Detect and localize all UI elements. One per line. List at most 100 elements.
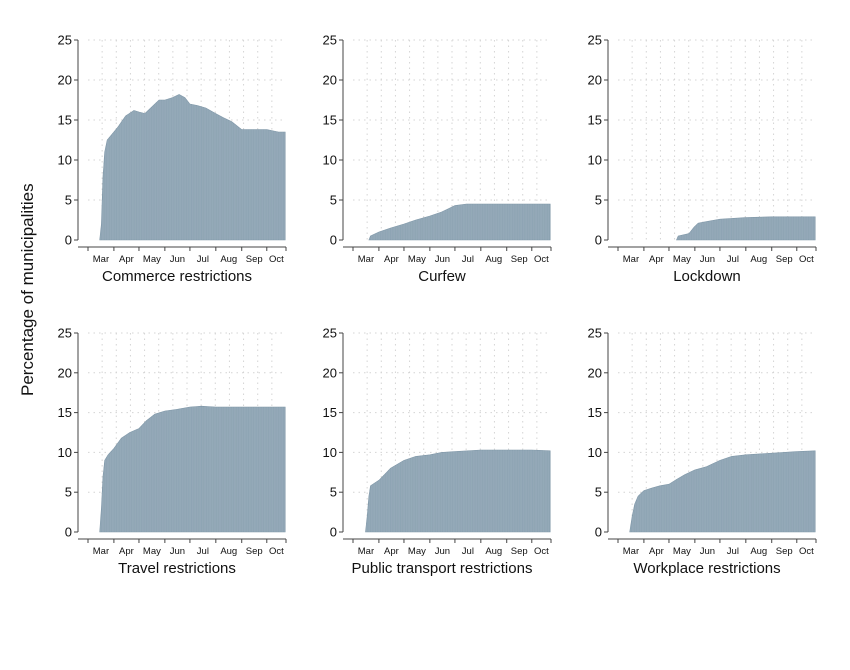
y-tick-label: 15 [323,405,337,420]
x-tick-label: Jul [462,546,474,557]
x-tick-label: Oct [269,546,284,557]
y-tick-label: 5 [65,485,72,500]
x-tick-label: Oct [534,254,549,265]
y-tick-label: 10 [588,153,602,168]
x-tick-label: Sep [776,546,793,557]
x-tick-label: Jun [170,254,185,265]
y-tick-label: 10 [58,445,72,460]
y-tick-label: 25 [58,33,72,48]
y-tick-label: 0 [595,233,602,248]
x-tick-label: Jul [462,254,474,265]
panel-1: 0 5 10 15 20 25 Mar Apr May Jun Jul Aug Sep Oct Commer… [58,33,287,285]
x-tick-label: Mar [358,254,374,265]
y-tick-label: 5 [330,485,337,500]
y-tick-label: 5 [65,193,72,208]
x-tick-label: Aug [220,254,237,265]
y-tick-label: 15 [58,113,72,128]
panel-4: 0 5 10 15 20 25 Mar Apr May Jun Jul Aug Sep Oct Travel… [58,326,287,577]
panel-title: Lockdown [673,268,741,285]
x-tick-label: Apr [649,254,664,265]
x-tick-label: Oct [799,254,814,265]
y-tick-label: 10 [58,153,72,168]
panel-3: 0 5 10 15 20 25 Mar Apr May Jun Jul Aug Sep Oct Lockdo… [588,33,817,285]
x-tick-label: May [143,546,161,557]
x-tick-label: Jul [727,546,739,557]
x-tick-label: Sep [246,254,263,265]
y-tick-label: 10 [588,445,602,460]
panel-title: Workplace restrictions [633,560,780,577]
bar-texture [100,406,285,532]
y-tick-label: 20 [58,365,72,380]
x-tick-label: Jul [197,546,209,557]
y-tick-label: 20 [323,365,337,380]
x-tick-label: Sep [511,546,528,557]
y-tick-label: 5 [595,485,602,500]
bar-texture [369,204,549,240]
x-tick-label: Apr [119,254,134,265]
y-tick-label: 20 [588,365,602,380]
panel-2: 0 5 10 15 20 25 Mar Apr May Jun Jul Aug Sep Oct Curfew [323,33,552,285]
y-tick-label: 5 [595,193,602,208]
x-tick-label: Aug [485,546,502,557]
y-tick-label: 15 [588,113,602,128]
y-tick-label: 25 [588,326,602,341]
bar-texture [630,450,815,532]
y-tick-label: 20 [58,73,72,88]
y-tick-label: 10 [323,153,337,168]
panel-title: Curfew [418,268,466,285]
bar-texture [677,216,815,240]
x-tick-label: May [143,254,161,265]
y-tick-label: 15 [58,405,72,420]
x-tick-label: Jun [435,254,450,265]
x-tick-label: May [408,254,426,265]
x-tick-label: Jun [700,254,715,265]
x-tick-label: Oct [269,254,284,265]
x-tick-label: Sep [246,546,263,557]
x-tick-label: Apr [119,546,134,557]
x-tick-label: Jun [170,546,185,557]
series-area [368,203,551,241]
x-tick-label: May [408,546,426,557]
x-tick-label: Mar [623,546,639,557]
y-tick-label: 0 [65,525,72,540]
y-axis-title: Percentage of municipalities [18,183,37,396]
panel-title: Public transport restrictions [352,560,533,577]
x-tick-label: Aug [485,254,502,265]
x-tick-label: May [673,546,691,557]
y-tick-label: 25 [323,33,337,48]
panel-title: Travel restrictions [118,560,236,577]
y-tick-label: 15 [323,113,337,128]
x-tick-label: Sep [511,254,528,265]
x-tick-label: Sep [776,254,793,265]
bar-texture [100,94,285,240]
x-tick-label: Mar [93,254,109,265]
y-tick-label: 0 [65,233,72,248]
y-tick-label: 10 [323,445,337,460]
x-tick-label: Apr [649,546,664,557]
panel-5: 0 5 10 15 20 25 Mar Apr May Jun Jul Aug Sep OctPublic… [323,326,552,577]
x-tick-label: Jun [435,546,450,557]
y-tick-label: 0 [330,233,337,248]
y-tick-label: 0 [330,525,337,540]
y-tick-label: 25 [323,326,337,341]
x-tick-label: Apr [384,546,399,557]
x-tick-label: Apr [384,254,399,265]
y-tick-label: 20 [323,73,337,88]
y-tick-label: 20 [588,73,602,88]
y-tick-label: 0 [595,525,602,540]
y-tick-label: 15 [588,405,602,420]
x-tick-label: Jul [197,254,209,265]
x-tick-label: Mar [93,546,109,557]
x-tick-label: Aug [750,546,767,557]
x-tick-label: Aug [750,254,767,265]
x-tick-label: Oct [534,546,549,557]
x-tick-label: Jun [700,546,715,557]
y-tick-label: 25 [58,326,72,341]
x-tick-label: Jul [727,254,739,265]
panel-title: Commerce restrictions [102,268,252,285]
x-tick-label: Aug [220,546,237,557]
x-tick-label: Mar [623,254,639,265]
bar-texture [366,450,549,532]
